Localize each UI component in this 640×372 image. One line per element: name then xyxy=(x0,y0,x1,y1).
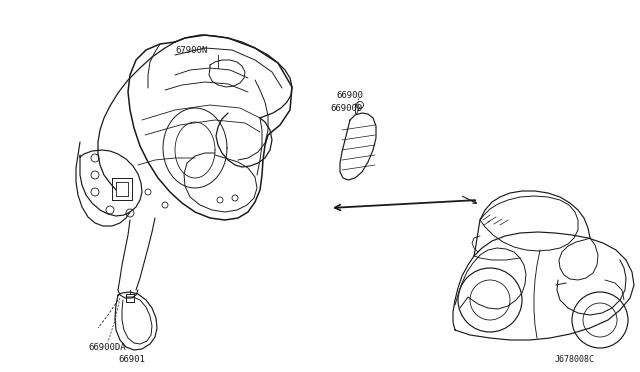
Text: 66900D: 66900D xyxy=(330,104,362,113)
Text: 67900N: 67900N xyxy=(175,46,207,55)
Text: 66900DA: 66900DA xyxy=(88,343,125,352)
Text: 66900: 66900 xyxy=(336,91,363,100)
Text: 66901: 66901 xyxy=(118,355,145,364)
Text: J678008C: J678008C xyxy=(555,355,595,364)
